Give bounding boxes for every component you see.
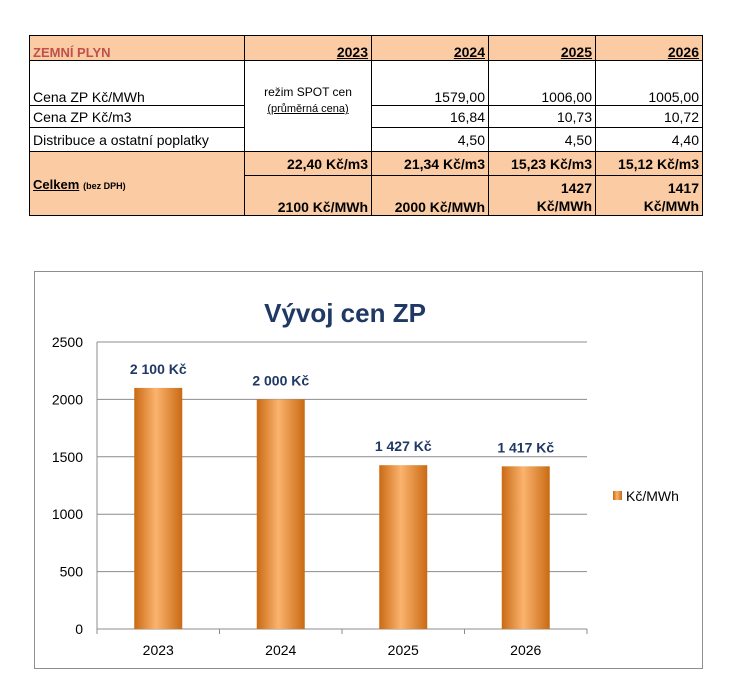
total-value: 1427: [560, 180, 592, 196]
table-cell: 10,73: [488, 105, 596, 128]
bar: [256, 399, 305, 629]
year-header: 2025: [488, 35, 596, 61]
row-label: Cena ZP Kč/MWh: [29, 60, 245, 106]
total-unit: Kč/MWh: [536, 198, 592, 214]
total-cell: 2000 Kč/MWh: [371, 175, 489, 216]
table-cell: 1005,00: [595, 60, 703, 106]
row-label: Distribuce a ostatní poplatky: [29, 127, 245, 152]
year-header: 2024: [371, 35, 489, 61]
total-cell: 15,23 Kč/m3: [488, 151, 596, 176]
year-header: 2026: [595, 35, 703, 61]
total-cell: 1427 Kč/MWh: [488, 175, 596, 216]
data-label: 2 000 Kč: [252, 372, 309, 388]
total-cell: 22,40 Kč/m3: [244, 151, 372, 176]
y-tick-label: 1000: [52, 506, 83, 522]
y-tick-label: 500: [60, 564, 84, 580]
total-cell: 2100 Kč/MWh: [244, 175, 372, 216]
total-row-m3: Celkem (bez DPH) 22,40 Kč/m3 21,34 Kč/m3…: [29, 151, 703, 216]
price-table: ZEMNÍ PLYN 2023 2024 2025 2026 Cena ZP K…: [29, 35, 703, 216]
legend-label: Kč/MWh: [626, 488, 679, 504]
y-tick-label: 2500: [52, 334, 83, 350]
total-sublabel: (bez DPH): [83, 180, 126, 191]
y-tick-label: 1500: [52, 449, 83, 465]
spot-note-line2: (průměrná cena): [267, 103, 349, 115]
total-label-text: Celkem: [33, 176, 80, 192]
bar: [134, 387, 183, 629]
table-cell: 16,84: [371, 105, 489, 128]
total-cell: 15,12 Kč/m3: [595, 151, 703, 176]
table-cell: 10,72: [595, 105, 703, 128]
spot-note-line1: režim SPOT cen: [264, 85, 352, 99]
table-header-row: ZEMNÍ PLYN 2023 2024 2025 2026: [29, 35, 703, 61]
table-cell: 4,50: [371, 127, 489, 152]
bar: [379, 465, 428, 629]
chart-title: Vývoj cen ZP: [264, 298, 426, 328]
total-unit: Kč/MWh: [643, 198, 699, 214]
total-cell: 21,34 Kč/m3: [371, 151, 489, 176]
table-row: Cena ZP Kč/m3 16,84 10,73 10,72: [29, 105, 703, 128]
y-tick-label: 0: [75, 621, 83, 637]
table-cell: 4,40: [595, 127, 703, 152]
bar-chart: Vývoj cen ZP 0 500 1000 1500 2000 2500 2 100 Kč…: [52, 298, 679, 658]
x-tick-label: 2026: [510, 642, 541, 658]
chart-area: Vývoj cen ZP 0 500 1000 1500 2000 2500 2 100 Kč…: [34, 271, 703, 669]
y-tick-label: 2000: [52, 391, 83, 407]
legend-swatch: [613, 491, 622, 500]
data-label: 1 427 Kč: [375, 438, 432, 454]
total-value: 1417: [667, 180, 699, 196]
x-tick-label: 2024: [265, 642, 296, 658]
year-header: 2023: [244, 35, 372, 61]
spot-note: režim SPOT cen (průměrná cena): [244, 60, 372, 152]
bar: [501, 466, 550, 629]
table-cell: 4,50: [488, 127, 596, 152]
table-row: Distribuce a ostatní poplatky 4,50 4,50 …: [29, 127, 703, 152]
total-label: Celkem (bez DPH): [29, 151, 245, 216]
x-tick-label: 2023: [143, 642, 174, 658]
table-cell: 1579,00: [371, 60, 489, 106]
x-tick-label: 2025: [388, 642, 419, 658]
data-label: 2 100 Kč: [130, 361, 187, 377]
table-row: Cena ZP Kč/MWh režim SPOT cen (průměrná …: [29, 60, 703, 152]
table-title: ZEMNÍ PLYN: [29, 35, 245, 61]
total-cell: 1417 Kč/MWh: [595, 175, 703, 216]
row-label: Cena ZP Kč/m3: [29, 105, 245, 128]
table-cell: 1006,00: [488, 60, 596, 106]
data-label: 1 417 Kč: [497, 439, 554, 455]
